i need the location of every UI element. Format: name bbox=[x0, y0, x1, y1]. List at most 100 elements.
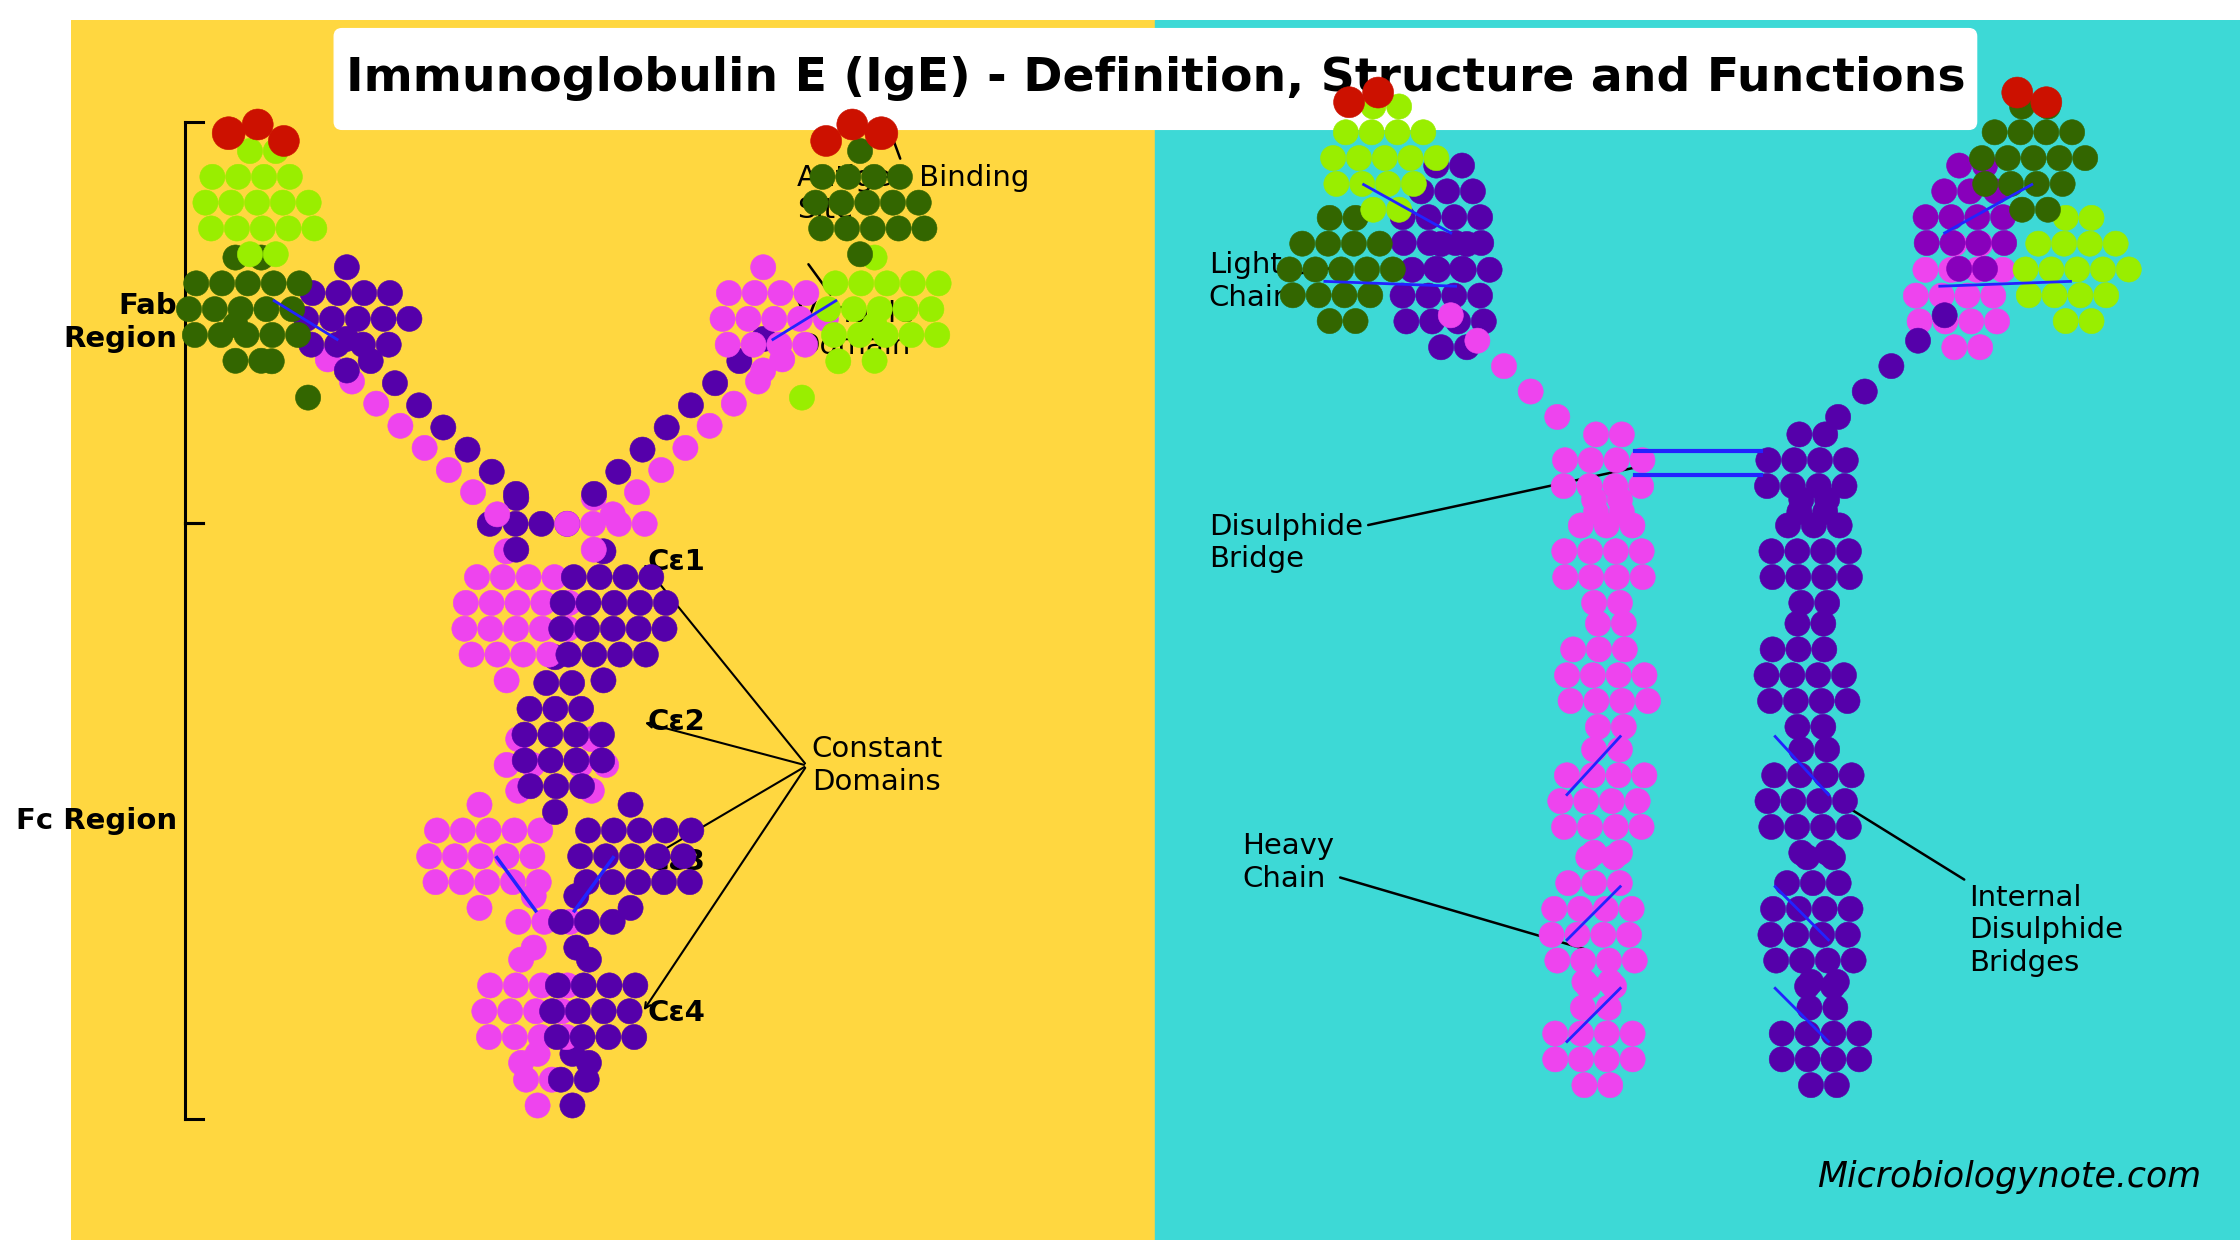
Circle shape bbox=[296, 386, 320, 411]
Circle shape bbox=[865, 117, 898, 150]
Circle shape bbox=[623, 1024, 647, 1050]
Circle shape bbox=[1584, 422, 1608, 447]
Circle shape bbox=[1785, 896, 1812, 921]
Circle shape bbox=[1837, 814, 1861, 839]
Circle shape bbox=[618, 896, 643, 921]
Circle shape bbox=[813, 306, 838, 331]
Circle shape bbox=[1790, 948, 1814, 973]
Circle shape bbox=[1812, 499, 1837, 524]
Circle shape bbox=[1360, 94, 1387, 120]
Circle shape bbox=[1546, 404, 1570, 430]
Circle shape bbox=[1756, 447, 1781, 472]
Circle shape bbox=[1781, 447, 1808, 472]
Text: Microbiologynote.com: Microbiologynote.com bbox=[1817, 1160, 2202, 1194]
Circle shape bbox=[750, 326, 775, 352]
Circle shape bbox=[1906, 309, 1933, 334]
Circle shape bbox=[1785, 539, 1810, 564]
Circle shape bbox=[1982, 120, 2007, 145]
Circle shape bbox=[1958, 309, 1985, 334]
Circle shape bbox=[1814, 590, 1839, 615]
Circle shape bbox=[1597, 969, 1622, 994]
Circle shape bbox=[1906, 328, 1931, 353]
Circle shape bbox=[862, 244, 887, 270]
Circle shape bbox=[524, 1041, 551, 1066]
Circle shape bbox=[1624, 789, 1651, 814]
Circle shape bbox=[211, 271, 235, 296]
Circle shape bbox=[594, 844, 618, 869]
Circle shape bbox=[827, 349, 851, 374]
Circle shape bbox=[1835, 688, 1859, 713]
Circle shape bbox=[475, 869, 500, 895]
Circle shape bbox=[388, 413, 412, 438]
Circle shape bbox=[1991, 231, 2016, 256]
Circle shape bbox=[596, 1024, 620, 1050]
Circle shape bbox=[1552, 447, 1577, 472]
Circle shape bbox=[224, 215, 249, 241]
Circle shape bbox=[1783, 922, 1810, 948]
Circle shape bbox=[580, 779, 605, 804]
Circle shape bbox=[1476, 257, 1503, 282]
Circle shape bbox=[1808, 447, 1832, 472]
Circle shape bbox=[1837, 539, 1861, 564]
Circle shape bbox=[506, 779, 531, 804]
Circle shape bbox=[455, 437, 479, 462]
Circle shape bbox=[1794, 1021, 1821, 1046]
Circle shape bbox=[907, 190, 932, 215]
Circle shape bbox=[1841, 948, 1866, 973]
Circle shape bbox=[580, 485, 607, 510]
Text: Heavy
Chain: Heavy Chain bbox=[1243, 832, 1584, 949]
Circle shape bbox=[721, 391, 746, 416]
Circle shape bbox=[287, 271, 311, 296]
Circle shape bbox=[1810, 814, 1835, 839]
Text: Antigen Binding
Site: Antigen Binding Site bbox=[797, 131, 1030, 224]
Circle shape bbox=[1438, 302, 1463, 328]
Circle shape bbox=[1429, 335, 1454, 360]
Circle shape bbox=[556, 512, 580, 537]
Circle shape bbox=[1823, 1072, 1850, 1097]
Circle shape bbox=[1492, 354, 1516, 379]
Circle shape bbox=[1375, 171, 1400, 197]
Circle shape bbox=[199, 215, 224, 241]
Circle shape bbox=[650, 457, 674, 483]
Circle shape bbox=[811, 126, 842, 156]
Circle shape bbox=[1449, 256, 1474, 281]
Circle shape bbox=[1443, 204, 1467, 229]
Circle shape bbox=[750, 255, 775, 280]
Circle shape bbox=[2079, 309, 2103, 334]
Circle shape bbox=[1570, 948, 1595, 973]
Circle shape bbox=[1985, 309, 2009, 334]
Circle shape bbox=[441, 844, 468, 869]
Circle shape bbox=[676, 869, 703, 895]
Circle shape bbox=[793, 281, 820, 306]
Circle shape bbox=[226, 164, 251, 189]
Circle shape bbox=[1568, 896, 1593, 921]
Circle shape bbox=[614, 564, 638, 590]
Circle shape bbox=[1357, 282, 1382, 307]
Circle shape bbox=[1568, 1021, 1593, 1046]
Circle shape bbox=[1832, 789, 1857, 814]
Circle shape bbox=[1452, 257, 1476, 282]
Circle shape bbox=[822, 323, 847, 348]
Circle shape bbox=[627, 616, 652, 641]
FancyBboxPatch shape bbox=[334, 29, 1976, 130]
Circle shape bbox=[533, 670, 560, 696]
Circle shape bbox=[2068, 282, 2092, 307]
Circle shape bbox=[349, 333, 376, 358]
Circle shape bbox=[242, 110, 273, 140]
Circle shape bbox=[1620, 513, 1644, 538]
Circle shape bbox=[1420, 309, 1445, 334]
Text: Fc Region: Fc Region bbox=[16, 808, 177, 835]
Circle shape bbox=[842, 296, 867, 321]
Circle shape bbox=[1304, 257, 1328, 282]
Circle shape bbox=[1597, 995, 1622, 1021]
Circle shape bbox=[1973, 256, 1998, 281]
Circle shape bbox=[1799, 969, 1823, 994]
Circle shape bbox=[1581, 840, 1606, 866]
Circle shape bbox=[600, 818, 627, 843]
Circle shape bbox=[1608, 488, 1633, 513]
Circle shape bbox=[735, 306, 762, 331]
Text: Immunoglobulin E (IgE) - Definition, Structure and Functions: Immunoglobulin E (IgE) - Definition, Str… bbox=[345, 55, 1964, 101]
Circle shape bbox=[625, 869, 652, 895]
Circle shape bbox=[2072, 145, 2099, 170]
Circle shape bbox=[1360, 120, 1384, 145]
